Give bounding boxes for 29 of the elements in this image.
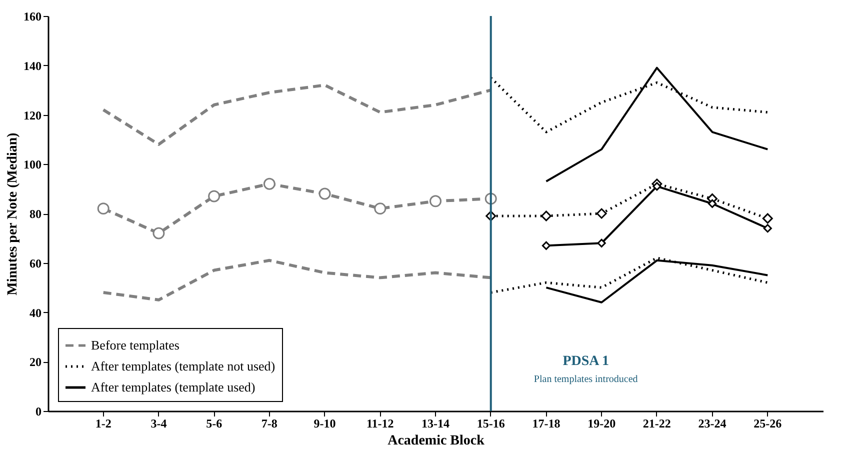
x-tick-label: 5-6 <box>206 416 222 430</box>
x-tick-label: 13-14 <box>422 416 450 430</box>
x-tick-label: 7-8 <box>261 416 278 430</box>
x-tick-label: 21-22 <box>642 416 671 430</box>
legend-label: After templates (template not used) <box>91 358 276 374</box>
y-tick-label: 0 <box>36 404 42 418</box>
legend-label: Before templates <box>91 338 180 352</box>
x-tick-label: 11-12 <box>366 416 394 430</box>
y-tick-label: 160 <box>24 10 42 24</box>
ref-line-label: PDSA 1 <box>562 354 610 369</box>
x-tick-label: 9-10 <box>314 416 336 430</box>
x-tick-label: 15-16 <box>476 416 505 430</box>
y-tick-label: 60 <box>30 256 42 270</box>
x-tick-label: 3-4 <box>150 416 167 430</box>
x-tick-label: 1-2 <box>95 416 112 430</box>
y-tick-label: 20 <box>30 355 42 370</box>
x-tick-label: 23-24 <box>698 416 726 430</box>
y-tick-label: 80 <box>30 207 42 221</box>
y-tick-label: 40 <box>30 306 42 320</box>
y-tick-label: 120 <box>24 108 42 122</box>
y-tick-label: 100 <box>24 158 42 172</box>
y-axis-title: Minutes per Note (Median) <box>6 132 20 296</box>
x-tick-label: 19-20 <box>588 416 616 430</box>
x-tick-label: 25-26 <box>754 416 782 430</box>
y-tick-label: 140 <box>24 58 42 73</box>
x-tick-label: 17-18 <box>532 416 560 430</box>
annotation: Plan templates introduced <box>534 374 638 385</box>
legend-label: After templates (template used) <box>91 380 256 394</box>
x-axis-title: Academic Block <box>388 434 485 448</box>
